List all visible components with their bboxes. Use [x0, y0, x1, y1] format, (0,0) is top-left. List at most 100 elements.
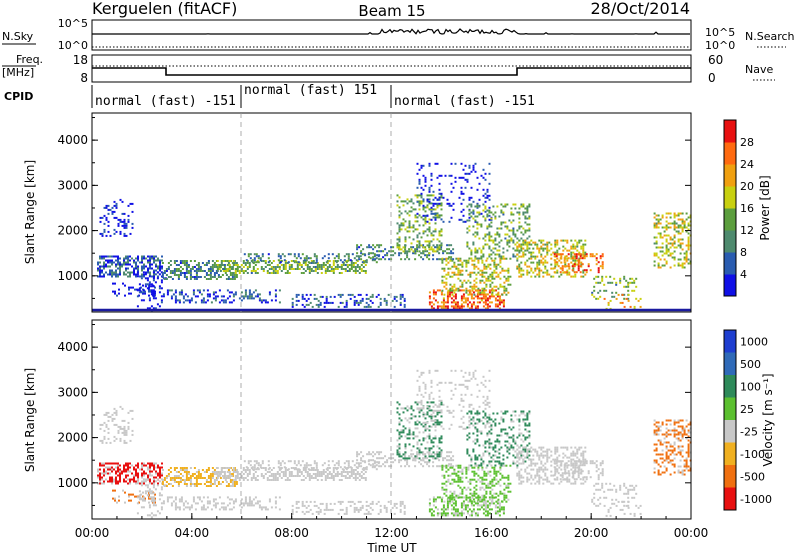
velocity-cell — [196, 481, 198, 483]
velocity-cell — [382, 463, 384, 465]
power-cell — [512, 234, 514, 236]
power-cell — [327, 270, 329, 272]
power-cell — [301, 264, 303, 266]
power-cell — [678, 233, 680, 235]
velocity-cell — [419, 421, 421, 423]
power-cell — [504, 234, 506, 236]
colorbar-swatch — [724, 142, 736, 165]
velocity-cell — [316, 464, 318, 466]
power-cell — [235, 270, 237, 272]
velocity-cell — [403, 429, 405, 431]
velocity-cell — [271, 475, 273, 477]
velocity-cell — [309, 473, 311, 475]
power-cell — [467, 260, 469, 262]
power-cell — [568, 265, 570, 267]
velocity-cell — [469, 514, 471, 516]
power-cell — [328, 302, 330, 304]
power-cell — [503, 270, 505, 272]
velocity-cell — [411, 417, 413, 419]
y-tick-label: 4000 — [57, 133, 88, 147]
velocity-cell — [435, 420, 437, 422]
velocity-cell — [366, 466, 368, 468]
velocity-cell — [126, 432, 128, 434]
power-cell — [495, 264, 497, 266]
power-cell — [468, 248, 470, 250]
velocity-cell — [324, 513, 326, 515]
power-cell — [506, 242, 508, 244]
velocity-cell — [181, 500, 183, 502]
power-cell — [147, 287, 149, 289]
power-cell — [299, 264, 301, 266]
power-cell — [149, 275, 151, 277]
velocity-cell — [153, 477, 155, 479]
power-cell — [359, 268, 361, 270]
power-cell — [186, 278, 188, 280]
power-cell — [457, 272, 459, 274]
velocity-cell — [295, 475, 297, 477]
velocity-cell — [217, 473, 219, 475]
power-cell — [477, 290, 479, 292]
velocity-cell — [404, 455, 406, 457]
power-cell — [654, 223, 656, 225]
power-cell — [302, 253, 304, 255]
velocity-cell — [247, 473, 249, 475]
power-cell — [457, 290, 459, 292]
velocity-cell — [382, 457, 384, 459]
power-cell — [530, 268, 532, 270]
velocity-cell — [153, 486, 155, 488]
power-cell — [384, 254, 386, 256]
velocity-cell — [271, 506, 273, 508]
power-cell — [605, 276, 607, 278]
power-cell — [474, 256, 476, 258]
power-cell — [275, 272, 277, 274]
power-cell — [461, 264, 463, 266]
velocity-cell — [125, 477, 127, 479]
velocity-cell — [463, 406, 465, 408]
power-cell — [419, 242, 421, 244]
velocity-cell — [431, 409, 433, 411]
velocity-cell — [336, 462, 338, 464]
power-cell — [277, 272, 279, 274]
power-cell — [316, 298, 318, 300]
velocity-cell — [120, 440, 122, 442]
power-cell — [480, 250, 482, 252]
velocity-cell — [435, 424, 437, 426]
power-cell — [162, 262, 164, 264]
power-cell — [654, 237, 656, 239]
power-cell — [435, 291, 437, 293]
velocity-cell — [471, 512, 473, 514]
power-cell — [623, 276, 625, 278]
power-cell — [403, 250, 405, 252]
power-cell — [111, 260, 113, 262]
power-cell — [206, 264, 208, 266]
power-cell — [366, 246, 368, 248]
power-cell — [497, 303, 499, 305]
power-cell — [223, 268, 225, 270]
velocity-cell — [222, 481, 224, 483]
power-cell — [473, 294, 475, 296]
power-cell — [484, 206, 486, 208]
power-cell — [153, 291, 155, 293]
velocity-cell — [229, 473, 231, 475]
velocity-cell — [402, 501, 404, 503]
power-cell — [568, 268, 570, 270]
power-cell — [206, 278, 208, 280]
power-cell — [259, 297, 261, 299]
power-cell — [485, 173, 487, 175]
power-cell — [376, 250, 378, 252]
power-cell — [688, 223, 690, 225]
power-cell — [429, 163, 431, 165]
power-cell — [472, 226, 474, 228]
power-cell — [227, 289, 229, 291]
power-cell — [435, 230, 437, 232]
power-cell — [684, 227, 686, 229]
power-cell — [298, 294, 300, 296]
power-cell — [141, 299, 143, 301]
velocity-cell — [289, 471, 291, 473]
velocity-cell — [429, 433, 431, 435]
velocity-cell — [101, 473, 103, 475]
velocity-cell — [117, 481, 119, 483]
power-cell — [126, 223, 128, 225]
velocity-cell — [265, 508, 267, 510]
